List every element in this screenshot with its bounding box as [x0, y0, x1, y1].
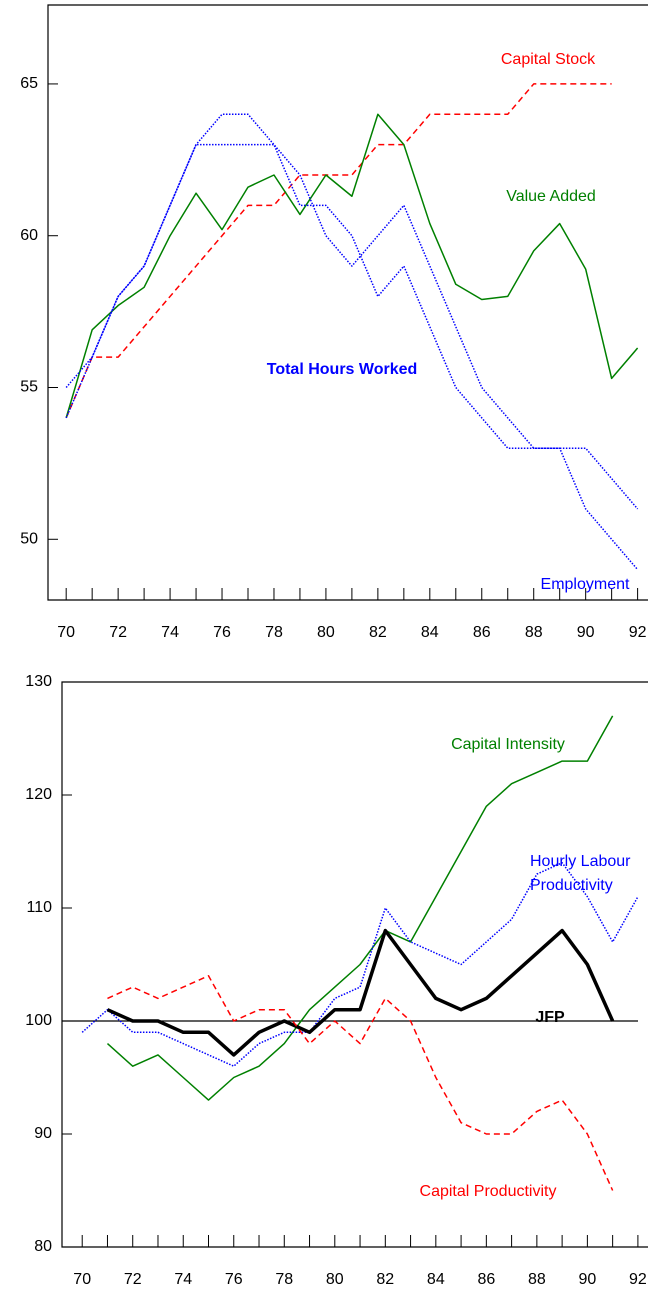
- series-label: Employment: [541, 576, 630, 593]
- x-tick-label: 78: [265, 624, 283, 641]
- series-label: Capital Intensity: [451, 736, 565, 753]
- x-tick-label: 86: [473, 624, 491, 641]
- series-line: [81, 862, 639, 1067]
- x-tick-label: 80: [317, 624, 335, 641]
- y-tick-label: 60: [20, 227, 38, 244]
- x-tick-label: 88: [525, 624, 543, 641]
- x-tick-label: 70: [57, 624, 75, 641]
- x-tick-label: 86: [477, 1271, 495, 1288]
- x-tick-label: 82: [376, 1271, 394, 1288]
- x-tick-label: 74: [174, 1271, 192, 1288]
- series-label: JFP: [535, 1009, 565, 1026]
- series-label: Value Added: [506, 188, 596, 205]
- x-tick-label: 70: [73, 1271, 91, 1288]
- x-tick-label: 90: [577, 624, 595, 641]
- y-tick-label: 50: [20, 531, 38, 548]
- x-tick-label: 84: [427, 1271, 445, 1288]
- x-tick-label: 92: [629, 1271, 647, 1288]
- y-tick-label: 55: [20, 379, 38, 396]
- series-label: Hourly Labour Productivity: [530, 853, 631, 894]
- series-line: [65, 113, 639, 571]
- series-label: Total Hours Worked: [267, 361, 418, 378]
- axis-frame: [61, 681, 648, 1248]
- x-tick-label: 76: [213, 624, 231, 641]
- y-tick-label: 120: [25, 786, 52, 803]
- x-tick-label: 92: [629, 624, 647, 641]
- series-line: [107, 975, 614, 1191]
- series-line: [65, 113, 639, 419]
- x-tick-label: 74: [161, 624, 179, 641]
- x-tick-label: 80: [326, 1271, 344, 1288]
- y-tick-label: 100: [25, 1012, 52, 1029]
- y-tick-label: 65: [20, 75, 38, 92]
- y-tick-label: 90: [34, 1125, 52, 1142]
- x-tick-label: 88: [528, 1271, 546, 1288]
- series-line: [65, 83, 612, 419]
- y-tick-label: 80: [34, 1238, 52, 1255]
- y-tick-label: 130: [25, 673, 52, 690]
- x-tick-label: 76: [225, 1271, 243, 1288]
- series-label-text: Hourly Labour Productivity: [530, 853, 631, 894]
- series-line: [106, 715, 614, 1101]
- x-tick-label: 72: [109, 624, 127, 641]
- y-tick-label: 110: [26, 899, 52, 916]
- axis-frame: [47, 4, 648, 601]
- series-label: Capital Stock: [501, 51, 596, 68]
- x-tick-label: 90: [578, 1271, 596, 1288]
- series-line: [106, 928, 615, 1057]
- x-tick-label: 82: [369, 624, 387, 641]
- series-label: Capital Productivity: [420, 1183, 557, 1200]
- x-tick-label: 78: [275, 1271, 293, 1288]
- x-tick-label: 72: [124, 1271, 142, 1288]
- x-tick-label: 84: [421, 624, 439, 641]
